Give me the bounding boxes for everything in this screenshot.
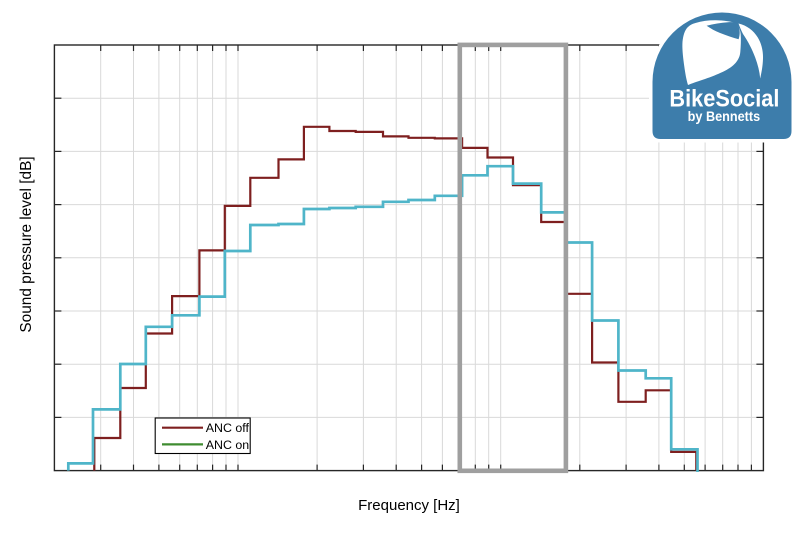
svg-text:ANC off: ANC off: [206, 421, 250, 435]
svg-text:by Bennetts: by Bennetts: [688, 109, 761, 124]
svg-text:Sound pressure level [dB]: Sound pressure level [dB]: [18, 156, 35, 332]
svg-text:ANC on: ANC on: [206, 438, 249, 452]
svg-text:BikeSocial: BikeSocial: [669, 86, 779, 113]
svg-text:Frequency [Hz]: Frequency [Hz]: [358, 497, 460, 514]
